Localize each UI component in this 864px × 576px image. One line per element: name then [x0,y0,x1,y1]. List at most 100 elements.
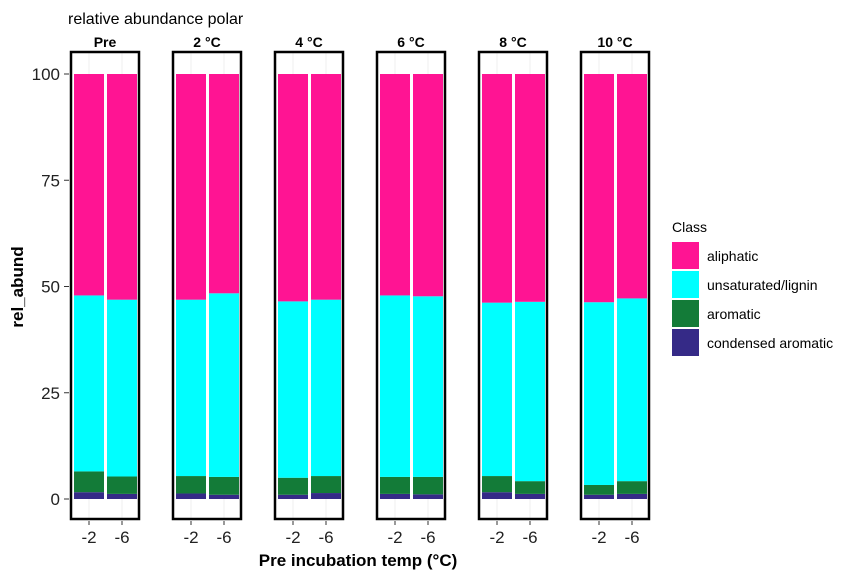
bar-segment [176,299,206,477]
bar-segment [617,298,647,482]
bar-segment [617,481,647,494]
y-tick-label: 100 [32,65,60,84]
bar-segment [209,476,239,495]
legend-swatch [672,242,699,269]
bar-segment [515,301,545,482]
bar-segment [584,74,614,303]
bar-segment [617,74,647,299]
bar-segment [482,476,512,493]
facet-panel: 4 °C -2 -6 [273,34,345,547]
bar-segment [176,476,206,494]
x-tick-label: -6 [114,528,129,547]
x-tick-label: -2 [81,528,96,547]
bar-segment [278,477,308,495]
bar-segment [209,494,239,499]
chart-title: relative abundance polar [68,11,244,28]
bar-segment [311,493,341,499]
x-tick-label: -2 [591,528,606,547]
bar-segment [107,74,137,300]
legend-swatch [672,300,699,327]
y-axis-title: rel_abund [8,246,27,327]
bar-segment [311,476,341,494]
facet-strip-label: 4 °C [295,34,322,50]
bar-segment [311,299,341,477]
bar-segment [107,493,137,499]
x-tick-label: -6 [318,528,333,547]
bar-segment [380,476,410,494]
bar-segment [413,74,443,297]
bar-segment [278,74,308,302]
bar-segment [74,471,104,493]
bar-segment [482,492,512,499]
facet-panel: 6 °C -2 -6 [375,34,447,547]
bar-segment [482,74,512,303]
x-tick-label: -6 [522,528,537,547]
legend-swatch [672,271,699,298]
panel-border [579,50,651,521]
facet-strip-label: 10 °C [597,34,632,50]
bar-segment [515,493,545,499]
bar-segment [74,295,104,472]
bar-segment [380,74,410,296]
bar-segment [176,493,206,499]
legend-label: unsaturated/lignin [707,277,818,293]
bar-segment [176,74,206,300]
facet-strip-label: 2 °C [193,34,220,50]
bar-segment [107,299,137,477]
facet-panel: 8 °C -2 -6 [477,34,549,547]
bar-segment [107,476,137,494]
bar-segment [278,494,308,499]
bar-segment [584,484,614,495]
panel-border [477,50,549,521]
legend-item: aromatic [672,300,761,327]
bar-segment [209,74,239,294]
facet-panel: Pre -2 -6 [69,34,141,547]
facet-strip-label: Pre [94,34,117,50]
bar-segment [584,302,614,485]
panel-border [375,50,447,521]
legend-label: aromatic [707,306,761,322]
legend-item: unsaturated/lignin [672,271,818,298]
bar-segment [74,74,104,296]
panel-border [273,50,345,521]
bar-segment [380,493,410,499]
legend-item: aliphatic [672,242,758,269]
x-tick-label: -6 [420,528,435,547]
panel-border [69,50,141,521]
y-axis: 0 25 50 75 100 [32,65,69,509]
bar-segment [380,295,410,477]
facet-panel: 2 °C -2 -6 [171,34,243,547]
facet-strip-label: 6 °C [397,34,424,50]
x-tick-label: -2 [387,528,402,547]
bar-segment [413,494,443,499]
panel-border [171,50,243,521]
bar-segment [413,476,443,495]
legend-item: condensed aromatic [672,329,833,356]
y-tick-label: 0 [51,490,60,509]
legend-title: Class [672,219,707,235]
bar-segment [515,74,545,302]
x-tick-label: -6 [216,528,231,547]
y-tick-label: 25 [41,384,60,403]
x-tick-label: -6 [624,528,639,547]
facet-panel: 10 °C -2 -6 [579,34,651,547]
bar-segment [617,493,647,499]
x-tick-label: -2 [489,528,504,547]
bar-segment [413,296,443,477]
legend-label: aliphatic [707,248,758,264]
x-tick-label: -2 [183,528,198,547]
legend-label: condensed aromatic [707,335,833,351]
x-axis-title: Pre incubation temp (°C) [259,551,458,570]
bar-segment [278,301,308,478]
y-tick-label: 75 [41,171,60,190]
bar-segment [584,494,614,499]
bar-segment [482,302,512,477]
bar-segment [74,492,104,499]
legend-swatch [672,329,699,356]
facet-strip-label: 8 °C [499,34,526,50]
bar-segment [311,74,341,300]
bar-segment [515,481,545,494]
facet-panels: Pre-2 -62 °C-2 -64 °C-2 -66 °C-2 -68 °C-2 -61… [69,34,651,547]
